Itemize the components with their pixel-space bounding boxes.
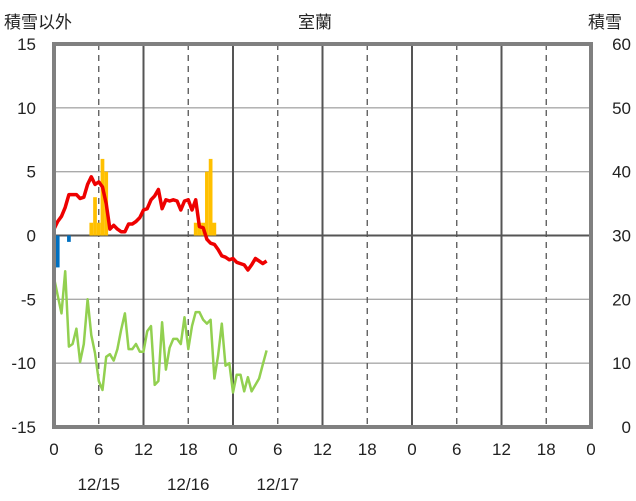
y-tick-label-left: -10 — [11, 354, 36, 373]
date-label: 12/16 — [167, 475, 210, 494]
x-tick-label: 6 — [94, 440, 103, 459]
series-line-temperature — [52, 175, 268, 272]
bar — [96, 222, 101, 236]
x-tick-label: 0 — [586, 440, 595, 459]
x-tick-label: 0 — [228, 440, 237, 459]
bar — [212, 222, 217, 236]
y-tick-label-right: 40 — [612, 163, 631, 182]
y-tick-label-right: 20 — [612, 290, 631, 309]
x-tick-label: 18 — [537, 440, 556, 459]
x-tick-label: 18 — [179, 440, 198, 459]
y-tick-label-right: 50 — [612, 99, 631, 118]
x-tick-label: 0 — [49, 440, 58, 459]
plot-frame — [52, 42, 593, 429]
y-tick-label-left: 0 — [27, 227, 36, 246]
x-tick-label: 12 — [492, 440, 511, 459]
right-axis-ticks: 60 50 40 30 20 10 0 — [612, 35, 631, 437]
bar — [55, 235, 60, 268]
x-tick-label: 6 — [273, 440, 282, 459]
y-tick-label-left: 5 — [27, 163, 36, 182]
plot-border — [52, 42, 593, 429]
x-tick-label: 6 — [452, 440, 461, 459]
x-axis-ticks: 0 6 12 18 0 6 12 18 0 6 12 18 0 — [49, 440, 595, 459]
x-tick-label: 18 — [358, 440, 377, 459]
left-axis-title: 積雪以外 — [4, 13, 72, 32]
bar — [193, 222, 198, 236]
y-tick-label-right: 60 — [612, 35, 631, 54]
line-layer — [52, 175, 268, 429]
y-tick-label-left: -15 — [11, 418, 36, 437]
bar — [208, 158, 213, 236]
y-tick-label-left: 10 — [17, 99, 36, 118]
grid — [54, 44, 591, 427]
x-tick-label: 12 — [134, 440, 153, 459]
bar — [67, 235, 71, 242]
x-tick-label: 0 — [407, 440, 416, 459]
y-tick-label-left: -5 — [21, 290, 36, 309]
y-tick-label-right: 0 — [622, 418, 631, 437]
bar — [93, 197, 97, 236]
date-labels: 12/15 12/16 12/17 — [77, 475, 299, 494]
bar — [205, 171, 209, 236]
chart-title: 室蘭 — [298, 13, 332, 32]
y-tick-label-right: 30 — [612, 227, 631, 246]
date-label: 12/15 — [77, 475, 120, 494]
date-label: 12/17 — [256, 475, 299, 494]
y-tick-label-left: 15 — [17, 35, 36, 54]
y-tick-label-right: 10 — [612, 354, 631, 373]
x-tick-label: 12 — [313, 440, 332, 459]
bar-layer — [52, 158, 217, 268]
left-axis-ticks: 15 10 5 0 -5 -10 -15 — [11, 35, 36, 437]
bar — [197, 222, 202, 236]
bar — [89, 222, 94, 236]
bar — [100, 158, 105, 236]
series-line-wind — [52, 269, 268, 394]
right-axis-title: 積雪 — [588, 13, 622, 32]
